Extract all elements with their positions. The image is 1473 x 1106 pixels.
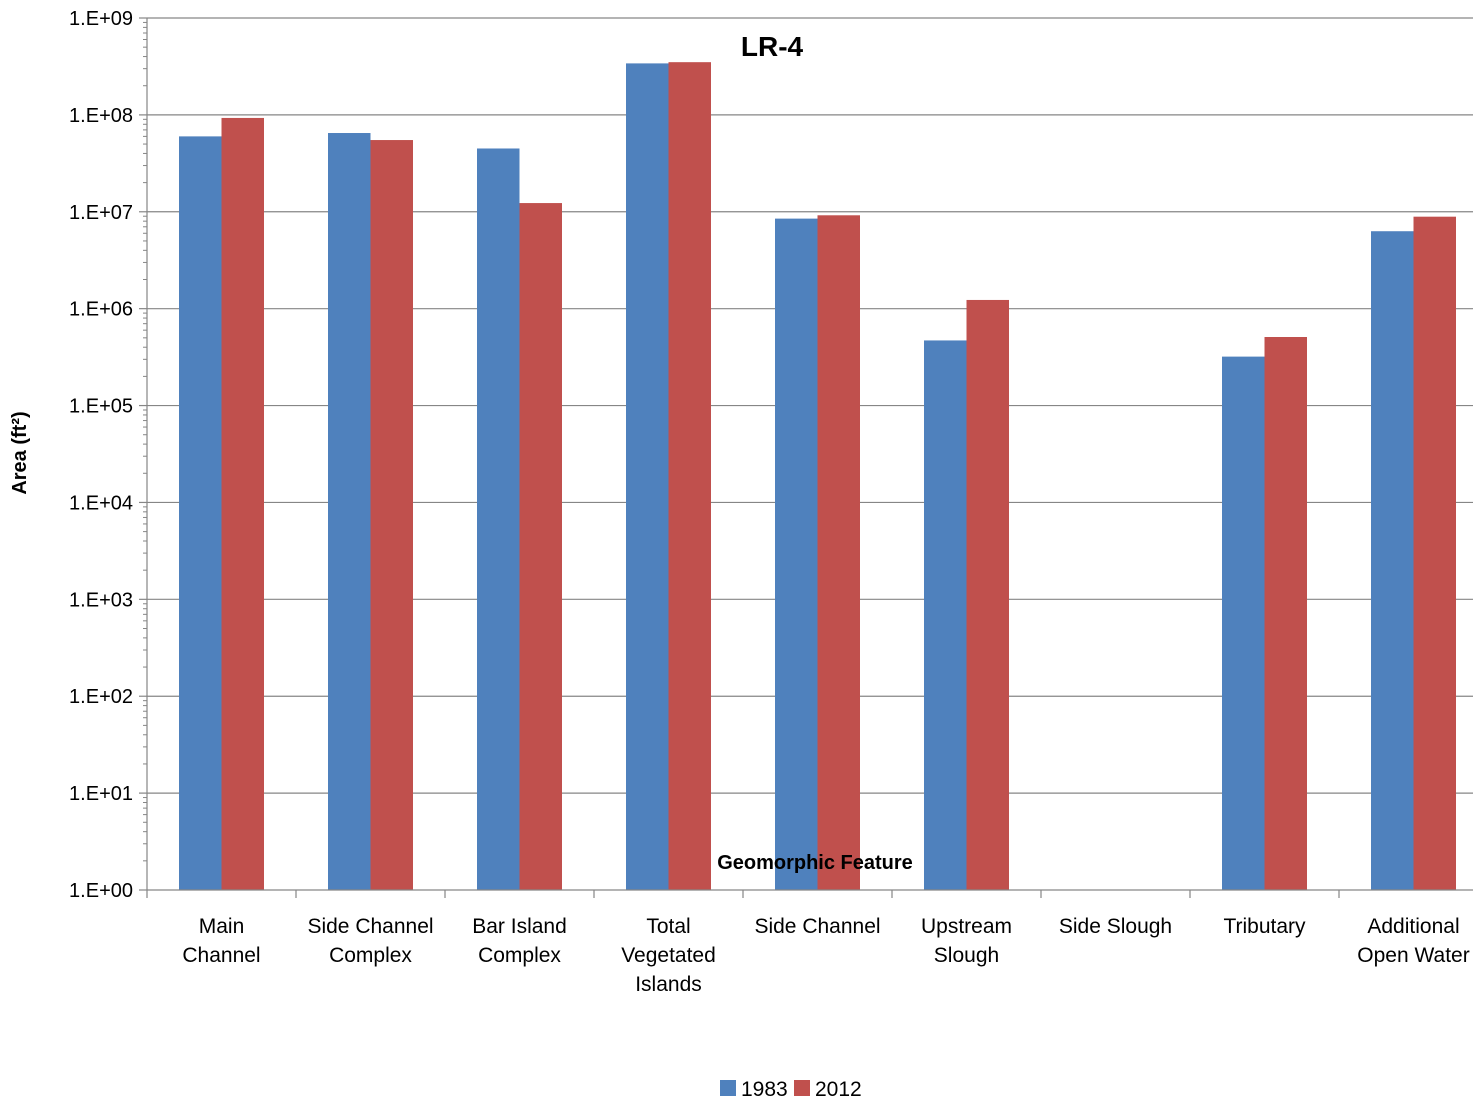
category-label: Additional Open Water <box>1357 915 1469 967</box>
bar-1983-8 <box>1371 231 1414 890</box>
chart-title: LR-4 <box>741 31 804 62</box>
y-tick-label: 1.E+04 <box>69 492 133 514</box>
bar-1983-3 <box>626 63 669 891</box>
legend-swatch-1983 <box>720 1080 736 1096</box>
category-label: Side Slough <box>1059 915 1172 938</box>
y-tick-label: 1.E+09 <box>69 8 133 30</box>
bar-1983-4 <box>775 218 818 890</box>
y-tick-label: 1.E+08 <box>69 105 133 127</box>
x-axis-title: Geomorphic Feature <box>717 852 913 874</box>
bar-2012-8 <box>1413 216 1456 890</box>
bar-2012-5 <box>966 299 1009 890</box>
bar-2012-4 <box>817 215 860 891</box>
category-label: Total Vegetated Islands <box>621 915 716 996</box>
legend-label-2012: 2012 <box>815 1078 862 1101</box>
bar-2012-7 <box>1264 336 1307 890</box>
legend: 1983 2012 <box>720 1078 862 1101</box>
y-tick-label: 1.E+06 <box>69 299 133 321</box>
category-label: Tributary <box>1223 915 1306 938</box>
bar-2012-0 <box>221 117 264 890</box>
bars <box>179 62 1456 891</box>
bar-2012-2 <box>519 203 562 891</box>
legend-swatch-2012 <box>794 1080 810 1096</box>
bar-2012-1 <box>370 140 413 890</box>
category-label: Side Channel Complex <box>307 915 433 967</box>
legend-label-1983: 1983 <box>741 1078 788 1101</box>
bar-1983-7 <box>1222 356 1265 890</box>
bar-1983-2 <box>477 148 520 890</box>
category-label: Main Channel <box>182 915 260 967</box>
bar-1983-0 <box>179 136 222 891</box>
category-label: Bar Island Complex <box>472 915 567 967</box>
y-tick-label: 1.E+00 <box>69 880 133 902</box>
y-tick-label: 1.E+02 <box>69 686 133 708</box>
category-label: Upstream Slough <box>921 915 1012 967</box>
category-label: Side Channel <box>754 915 880 938</box>
y-axis-title: Area (ft²) <box>9 411 31 494</box>
axes <box>139 17 1473 898</box>
bar-2012-3 <box>668 62 711 890</box>
bar-1983-1 <box>328 133 371 890</box>
y-tick-label: 1.E+07 <box>69 202 133 224</box>
bar-1983-5 <box>924 340 967 890</box>
y-tick-label: 1.E+05 <box>69 396 133 418</box>
y-tick-label: 1.E+03 <box>69 589 133 611</box>
y-tick-labels: 1.E+00 1.E+01 1.E+02 1.E+03 1.E+04 1.E+05 1.E+… <box>69 8 133 902</box>
x-tick-labels: Main Channel Side Channel Complex Bar Island… <box>182 915 1469 996</box>
y-tick-label: 1.E+01 <box>69 783 133 805</box>
